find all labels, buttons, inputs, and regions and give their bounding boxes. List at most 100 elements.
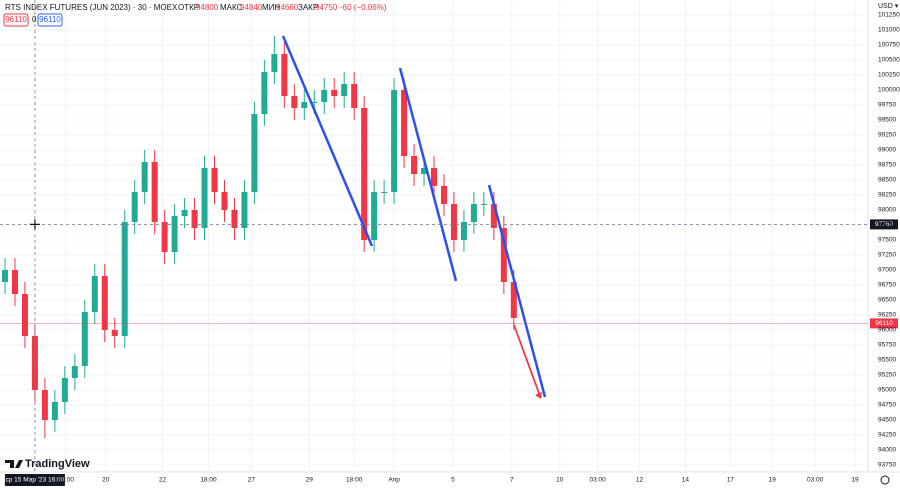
y-tick-label: 100250 <box>878 72 900 79</box>
candle-body <box>470 204 477 222</box>
candle-body <box>321 90 328 102</box>
candle-body <box>141 162 148 192</box>
candle-body <box>121 222 128 336</box>
x-tick-label: 00:00 <box>58 477 75 484</box>
ohlc-change: -60 (−0.06%) <box>340 3 387 12</box>
trend-line[interactable] <box>487 184 547 398</box>
y-tick-label: 97500 <box>878 237 896 244</box>
candle-body <box>41 390 48 420</box>
crosshair-time-tag <box>4 474 65 486</box>
y-tick-label: 96250 <box>878 312 896 319</box>
arrow-line[interactable] <box>513 324 541 397</box>
candle-body <box>460 222 467 240</box>
ohlc-label: ЗАКР <box>298 3 318 12</box>
y-tick-label: 95750 <box>878 342 896 349</box>
last-price-label: 96110 <box>875 320 893 327</box>
candle-body <box>11 270 18 294</box>
indicator-box[interactable] <box>3 13 29 27</box>
y-tick-label: 99500 <box>878 117 896 124</box>
x-tick-label: 29 <box>306 477 314 484</box>
candle-body <box>81 312 88 366</box>
candle-body <box>301 102 308 108</box>
candle-body <box>231 210 238 228</box>
ohlc-value: 94660 <box>276 3 299 12</box>
candle-body <box>341 84 348 96</box>
x-tick-label: 18:00 <box>200 477 217 484</box>
x-tick-label: 19 <box>769 477 777 484</box>
candle-body <box>201 168 208 228</box>
candle-body <box>351 84 358 108</box>
candle-body <box>111 330 118 336</box>
y-tick-label: 95000 <box>878 387 896 394</box>
candle-body <box>181 210 188 216</box>
x-tick-label: 27 <box>248 477 256 484</box>
settings-icon[interactable] <box>880 475 890 485</box>
logo-icon <box>5 460 23 468</box>
candle-body <box>171 216 178 252</box>
candle-body <box>480 204 487 205</box>
crosshair-price-tag <box>870 219 898 230</box>
currency-selector[interactable]: USD ▾ <box>878 3 899 10</box>
candle-body <box>91 276 98 312</box>
indicator-box[interactable] <box>37 13 63 27</box>
candle-body <box>211 168 218 192</box>
candle-body <box>21 294 28 336</box>
y-tick-label: 98000 <box>878 207 896 214</box>
candle-body <box>151 162 158 222</box>
x-tick-label: 7 <box>510 477 514 484</box>
y-tick-label: 94000 <box>878 447 896 454</box>
y-tick-label: 93750 <box>878 462 896 469</box>
arrow-head <box>535 392 542 399</box>
candle-body <box>191 210 198 228</box>
candle-body <box>361 108 368 240</box>
crosshair-time-label: ср 15 Мар '23 16:00 <box>6 477 65 484</box>
candle-body <box>510 282 517 318</box>
y-tick-label: 97000 <box>878 267 896 274</box>
candle-body <box>281 54 288 96</box>
candle-body <box>221 192 228 210</box>
y-tick-label: 95250 <box>878 372 896 379</box>
candle-body <box>421 168 428 174</box>
candle-body <box>1 270 8 282</box>
y-tick-label: 94250 <box>878 432 896 439</box>
candle-body <box>500 228 507 282</box>
symbol-title: RTS INDEX FUTURES (JUN 2023) · 30 · MOEX <box>5 3 178 12</box>
ohlc-label: ОТКР <box>178 3 199 12</box>
trend-line[interactable] <box>281 35 374 247</box>
y-tick-label: 97750 <box>878 222 896 229</box>
candle-body <box>401 90 408 156</box>
candle-body <box>450 204 457 240</box>
indicator-value: 0 <box>32 15 37 24</box>
candle-body <box>371 192 378 240</box>
candle-body <box>490 204 497 228</box>
ohlc-value: 94750 <box>315 3 338 12</box>
x-tick-label: 5 <box>451 477 455 484</box>
candle-body <box>411 156 418 174</box>
candle-body <box>241 192 248 228</box>
crosshair-price-label: 97760 <box>875 221 893 228</box>
candle-body <box>161 222 168 252</box>
grid <box>0 0 868 472</box>
candle-body <box>71 366 78 378</box>
y-tick-label: 98500 <box>878 177 896 184</box>
candle-body <box>311 102 318 103</box>
x-tick-label: 19 <box>851 477 859 484</box>
candle-body <box>291 96 298 108</box>
candle-body <box>431 168 437 186</box>
x-tick-label: 03:00 <box>807 477 824 484</box>
y-tick-label: 98250 <box>878 192 896 199</box>
x-tick-label: 20 <box>102 477 110 484</box>
y-tick-label: 94750 <box>878 402 896 409</box>
y-tick-label: 96000 <box>878 327 896 334</box>
x-tick-label: 17 <box>727 477 735 484</box>
y-tick-label: 94500 <box>878 417 896 424</box>
last-price-tag <box>870 318 898 329</box>
x-tick-label: 22 <box>159 477 167 484</box>
crosshair-cursor <box>29 219 40 230</box>
trend-line[interactable] <box>398 67 458 282</box>
ohlc-label: МАКС <box>220 3 243 12</box>
y-tick-label: 99250 <box>878 132 896 139</box>
ohlc-label: МИН <box>262 3 280 12</box>
